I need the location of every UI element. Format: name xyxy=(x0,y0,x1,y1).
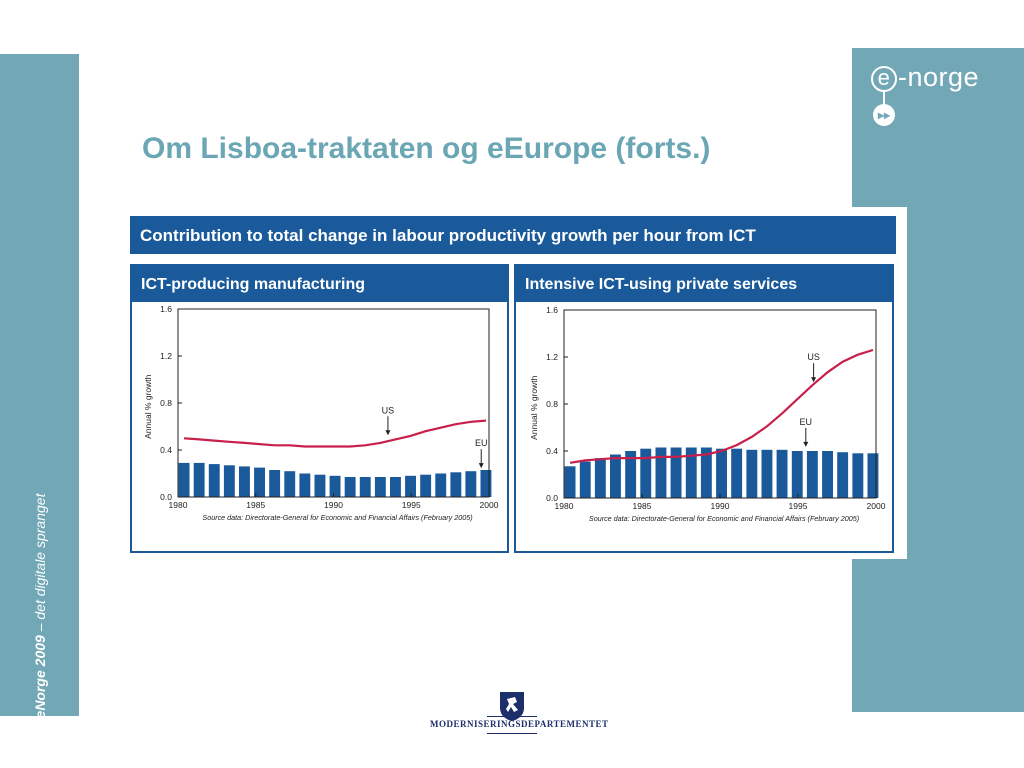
x-tick-label: 1985 xyxy=(246,500,265,510)
bar xyxy=(344,477,356,497)
fast-forward-icon[interactable]: ▸▸ xyxy=(873,104,895,126)
annotation-eu-label: EU xyxy=(475,438,488,448)
bar xyxy=(806,451,818,498)
bar xyxy=(269,470,281,497)
bar xyxy=(390,477,401,497)
bar xyxy=(685,447,697,498)
annotation-eu-arrow-head xyxy=(803,441,809,447)
chart-panel-manufacturing: ICT-producing manufacturing 0.0 0.4 0.8 1.2… xyxy=(130,264,509,553)
series-line-us xyxy=(183,419,487,448)
y-tick-label: 1.2 xyxy=(160,351,172,361)
logo-connector xyxy=(883,90,885,104)
bar xyxy=(239,466,250,497)
chart-title-services: Intensive ICT-using private services xyxy=(516,266,892,302)
x-tick-label: 2000 xyxy=(480,500,499,510)
x-tick-label: 1980 xyxy=(169,500,188,510)
bar xyxy=(746,449,758,498)
bar xyxy=(700,447,712,498)
x-tick-label: 1985 xyxy=(633,501,652,511)
bar xyxy=(193,462,205,497)
annotation-us-arrow-head xyxy=(385,430,391,436)
y-tick-label: 1.6 xyxy=(546,305,558,315)
annotation-us-label: US xyxy=(807,352,820,362)
bar xyxy=(223,465,235,497)
bar xyxy=(314,474,326,497)
y-axis-label: Annual % growth xyxy=(529,375,539,440)
bar xyxy=(761,449,773,498)
series-line-us xyxy=(569,348,874,464)
y-tick-label: 0.4 xyxy=(546,446,558,456)
x-tick-label: 1995 xyxy=(402,500,421,510)
y-tick-label: 1.6 xyxy=(160,304,172,314)
bar xyxy=(420,474,432,497)
chart-services: 0.0 0.4 0.8 1.2 1.6 1980 1985 1990 1995 2000 Annua… xyxy=(529,305,886,523)
left-accent-bar: eNorge 2009 – det digitale spranget xyxy=(0,54,79,719)
bar xyxy=(731,448,743,498)
logo-e-ring: e xyxy=(871,66,897,92)
ministry-name: MODERNISERINGSDEPARTEMENTET xyxy=(430,719,609,729)
annotation-eu-label: EU xyxy=(800,417,813,427)
bar xyxy=(579,461,591,498)
ministry-rule-bottom xyxy=(487,733,537,734)
x-tick-label: 2000 xyxy=(867,501,886,511)
x-tick-label: 1990 xyxy=(711,501,730,511)
bar xyxy=(776,449,788,498)
bar xyxy=(208,464,220,497)
page-title: Om Lisboa-traktaten og eEurope (forts.) xyxy=(142,132,711,165)
bar xyxy=(299,473,311,497)
x-tick-label: 1980 xyxy=(555,501,574,511)
bar xyxy=(594,458,606,498)
bar xyxy=(822,451,833,498)
y-tick-label: 1.2 xyxy=(546,352,558,362)
bar xyxy=(329,475,341,497)
coat-of-arms-icon xyxy=(500,692,524,721)
x-tick-label: 1990 xyxy=(324,500,343,510)
figure-title: Contribution to total change in labour p… xyxy=(130,216,896,254)
bar xyxy=(450,472,462,497)
logo-word: norge xyxy=(907,62,980,92)
ministry-rule-top xyxy=(487,716,537,717)
bar xyxy=(716,448,727,498)
bar xyxy=(359,477,371,497)
bar xyxy=(625,451,637,498)
bar xyxy=(465,471,477,497)
bar xyxy=(610,454,621,498)
bar xyxy=(791,451,803,498)
bar xyxy=(435,473,447,497)
y-tick-label: 0.8 xyxy=(546,399,558,409)
bar xyxy=(284,471,296,497)
bar xyxy=(564,466,576,498)
y-axis-label: Annual % growth xyxy=(143,374,153,439)
bar xyxy=(640,448,652,498)
annotation-eu-arrow-head xyxy=(478,463,484,469)
source-note: Source data: Directorate-General for Eco… xyxy=(202,513,472,522)
bar xyxy=(480,470,492,497)
bar xyxy=(178,462,190,497)
annotation-us-label: US xyxy=(382,405,395,415)
x-tick-label: 1995 xyxy=(789,501,808,511)
bar xyxy=(867,453,879,498)
chart-panel-services: Intensive ICT-using private services 0.0… xyxy=(514,264,894,553)
sidebar-caption: eNorge 2009 – det digitale spranget xyxy=(32,493,48,719)
bar xyxy=(655,447,667,498)
source-note: Source data: Directorate-General for Eco… xyxy=(589,514,859,523)
enorge-logo: e -norge xyxy=(871,62,979,93)
y-tick-label: 0.8 xyxy=(160,398,172,408)
chart-title-manufacturing: ICT-producing manufacturing xyxy=(132,266,507,302)
bar xyxy=(670,447,682,498)
y-tick-label: 0.0 xyxy=(160,492,172,502)
bar xyxy=(254,467,265,497)
bar xyxy=(852,453,864,498)
bar xyxy=(374,477,386,497)
y-tick-label: 0.0 xyxy=(546,493,558,503)
chart-manufacturing: 0.0 0.4 0.8 1.2 1.6 1980 1985 1990 1995 2000 Annua… xyxy=(143,304,499,522)
annotation-us-arrow-head xyxy=(811,377,817,383)
bar xyxy=(837,452,849,498)
bar xyxy=(405,475,416,497)
y-tick-label: 0.4 xyxy=(160,445,172,455)
